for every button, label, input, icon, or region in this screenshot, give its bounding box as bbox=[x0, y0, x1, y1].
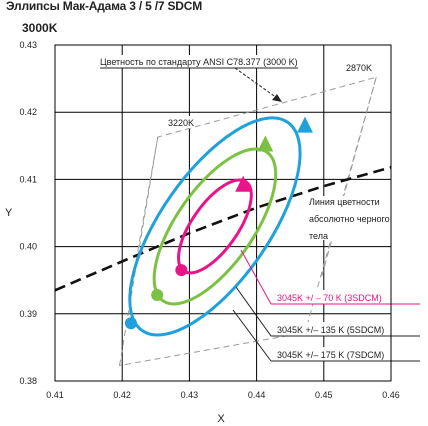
isotherm-right-background bbox=[344, 61, 374, 73]
y-tick-label: 0.42 bbox=[19, 107, 37, 117]
locus-label-background bbox=[307, 196, 391, 240]
y-tick-label: 0.41 bbox=[19, 174, 37, 184]
ellipse-label: 3045K +/ – 70 K (3SDCM) bbox=[277, 293, 382, 303]
annotation-layer: Цветность по стандарту ANSI C78.377 (300… bbox=[99, 55, 424, 362]
x-tick-label: 0.45 bbox=[315, 390, 333, 400]
isotherm-right-label: 2870K bbox=[346, 63, 372, 73]
ansi-quadrangle bbox=[118, 76, 377, 367]
ellipse-label: 3045K +/– 175 K (7SDCM) bbox=[277, 350, 384, 360]
x-axis-label: X bbox=[217, 413, 225, 425]
ellipse-label: 3045K +/– 135 K (5SDCM) bbox=[277, 325, 384, 335]
leader-5sdcm bbox=[235, 286, 272, 337]
ellipse-layer bbox=[124, 116, 313, 337]
ansi-label-background bbox=[99, 55, 299, 68]
ansi-leader-line bbox=[234, 67, 278, 99]
x-tick-labels: 0.41 0.42 0.43 0.44 0.45 0.46 bbox=[46, 390, 400, 400]
ellipse-start-point bbox=[151, 288, 164, 301]
ellipse-start-point bbox=[175, 264, 188, 277]
chart-subtitle: 3000K bbox=[22, 21, 58, 35]
ellipse-label-background bbox=[271, 322, 424, 336]
x-tick-label: 0.43 bbox=[181, 390, 199, 400]
chart-title: Эллипсы Мак-Адама 3 / 5 /7 SDCM bbox=[6, 0, 203, 13]
isotherm-left-background bbox=[167, 116, 194, 128]
plot-frame bbox=[54, 44, 392, 382]
y-tick-label: 0.39 bbox=[19, 309, 37, 319]
ellipse-end-arrow bbox=[257, 135, 274, 152]
ansi-leader-arrowhead bbox=[272, 94, 282, 102]
leader-7sdcm bbox=[232, 309, 272, 362]
blackbody-locus bbox=[55, 166, 391, 292]
y-tick-label: 0.40 bbox=[19, 242, 37, 252]
leader-3sdcm bbox=[240, 249, 272, 305]
ellipse-label-background bbox=[271, 347, 424, 361]
y-tick-label: 0.38 bbox=[19, 376, 37, 386]
x-tick-label: 0.42 bbox=[113, 390, 131, 400]
y-tick-labels: 0.38 0.39 0.40 0.41 0.42 0.43 bbox=[19, 40, 37, 386]
ellipse-end-arrow bbox=[296, 116, 313, 133]
locus-label-line: абсолютно черного bbox=[309, 214, 390, 224]
ellipse-start-point bbox=[124, 317, 137, 330]
ansi-label: Цветность по стандарту ANSI C78.377 (300… bbox=[100, 57, 298, 67]
locus-layer bbox=[55, 166, 391, 292]
x-tick-label: 0.44 bbox=[248, 390, 266, 400]
y-axis-label: Y bbox=[5, 207, 13, 219]
x-tick-label: 0.46 bbox=[382, 390, 400, 400]
ellipse-end-arrow bbox=[235, 175, 252, 192]
y-tick-label: 0.43 bbox=[19, 40, 37, 50]
macadam-ellipse bbox=[128, 116, 302, 337]
locus-label-line: Линия цветности bbox=[309, 197, 380, 207]
macadam-ellipse bbox=[152, 147, 278, 306]
locus-label-line: тела bbox=[309, 231, 328, 241]
ellipse-label-background bbox=[271, 290, 424, 304]
x-tick-label: 0.41 bbox=[46, 390, 64, 400]
isotherm-left-label: 3220K bbox=[168, 118, 194, 128]
